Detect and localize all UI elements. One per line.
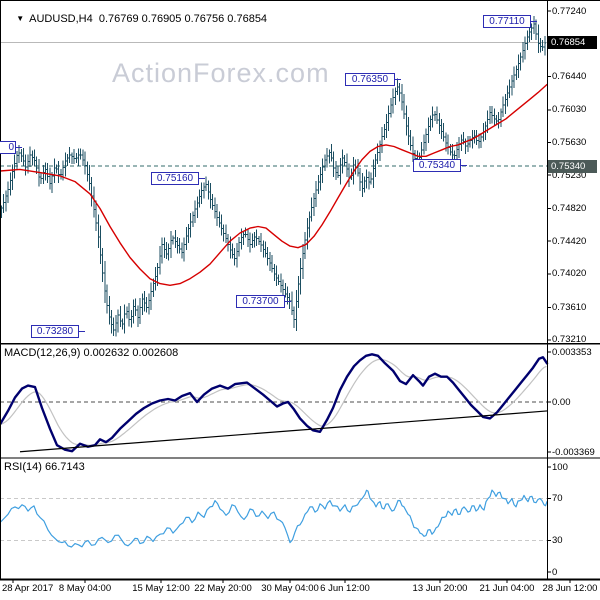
rsi-panel-title: RSI(14) 66.7143 (4, 461, 85, 473)
time-axis[interactable] (0, 580, 600, 600)
price-panel-title-text: AUDUSD,H4 0.76769 0.76905 0.76756 0.7685… (29, 13, 268, 25)
price-axis[interactable] (548, 0, 600, 580)
watermark: ActionForex.com (112, 58, 330, 88)
price-panel-title: ▼ AUDUSD,H4 0.76769 0.76905 0.76756 0.768… (4, 1, 267, 37)
macd-panel-title: MACD(12,26,9) 0.002632 0.002608 (4, 347, 179, 359)
symbol-dropdown-icon: ▼ (16, 14, 25, 23)
